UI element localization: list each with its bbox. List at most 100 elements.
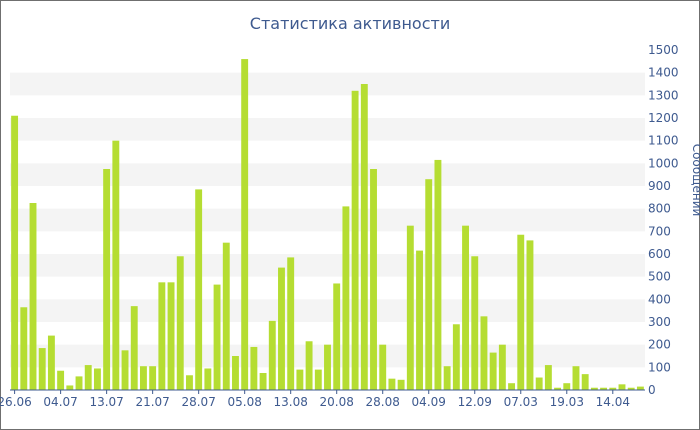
- bar: [195, 189, 203, 390]
- bar: [627, 387, 635, 390]
- x-tick-label: 26.06: [0, 395, 32, 409]
- bar: [498, 344, 506, 390]
- y-tick-label: 0: [648, 383, 656, 397]
- bar: [351, 90, 359, 391]
- bar: [342, 206, 350, 390]
- bar: [57, 370, 65, 390]
- bar: [29, 203, 37, 390]
- y-tick-labels: 0 100 200 300 400 500 600 700 800 900 1000 1100 1200…: [648, 43, 679, 397]
- y-tick-label: 300: [648, 315, 671, 329]
- y-tick-label: 400: [648, 292, 671, 306]
- bar: [434, 159, 442, 390]
- bar: [600, 387, 608, 390]
- bar: [379, 344, 387, 390]
- bar: [489, 352, 497, 390]
- bar: [84, 365, 92, 390]
- bar: [75, 376, 83, 390]
- x-tick-label: 19.03: [550, 395, 584, 409]
- bar: [471, 256, 479, 390]
- bar: [462, 225, 469, 390]
- bar: [186, 375, 193, 390]
- bar: [130, 306, 138, 390]
- y-tick-label: 500: [648, 270, 671, 284]
- bars: [11, 59, 644, 391]
- bar: [360, 84, 368, 390]
- bar: [609, 387, 617, 390]
- bar: [572, 366, 580, 390]
- grid-band: [10, 208, 645, 232]
- x-tick-label: 14.04: [596, 395, 630, 409]
- bar: [250, 346, 258, 390]
- x-tick-label: 28.07: [181, 395, 215, 409]
- bar: [121, 350, 129, 390]
- y-tick-label: 1200: [648, 111, 679, 125]
- grid-band: [10, 72, 645, 96]
- bar: [222, 242, 230, 390]
- bar: [636, 386, 644, 390]
- bar: [66, 385, 74, 390]
- bar: [287, 257, 295, 390]
- x-tick-label: 07.03: [504, 395, 538, 409]
- bar: [158, 282, 166, 390]
- bar: [397, 379, 405, 390]
- x-tick-label: 20.08: [320, 395, 354, 409]
- x-tick-label: 04.07: [43, 395, 77, 409]
- bar: [590, 387, 598, 390]
- x-tick-label: 12.09: [458, 395, 492, 409]
- bar: [324, 344, 331, 390]
- y-tick-label: 800: [648, 202, 671, 216]
- bar: [388, 378, 396, 390]
- y-tick-label: 1400: [648, 66, 679, 80]
- bar: [38, 348, 46, 390]
- grid-band: [10, 163, 645, 186]
- bar: [167, 282, 175, 390]
- bar: [526, 240, 534, 390]
- bar: [296, 369, 304, 390]
- bar: [93, 368, 101, 390]
- x-tick-label: 05.08: [227, 395, 261, 409]
- bar: [544, 365, 552, 390]
- y-tick-label: 1000: [648, 156, 679, 170]
- bar: [370, 169, 377, 390]
- bar: [581, 374, 589, 390]
- bar: [314, 369, 322, 390]
- bar: [305, 341, 313, 390]
- bar: [149, 366, 157, 390]
- x-tick-label: 21.07: [135, 395, 169, 409]
- bar: [139, 366, 147, 390]
- y-tick-label: 600: [648, 247, 671, 261]
- bar: [443, 366, 451, 390]
- y-tick-label: 1300: [648, 88, 679, 102]
- bar: [563, 383, 571, 390]
- bar: [618, 384, 626, 390]
- bar: [554, 387, 562, 390]
- bar: [103, 169, 111, 390]
- bar: [20, 307, 28, 390]
- bar: [416, 250, 423, 390]
- bar: [11, 115, 19, 390]
- bar: [535, 377, 543, 390]
- bar: [406, 225, 414, 390]
- chart-title: Статистика активности: [249, 14, 451, 33]
- x-tick-label: 04.09: [412, 395, 446, 409]
- y-tick-label: 900: [648, 179, 671, 193]
- x-tick-label: 28.08: [366, 395, 400, 409]
- y-tick-label: 100: [648, 360, 671, 374]
- y-tick-label: 700: [648, 224, 671, 238]
- bar: [213, 284, 221, 390]
- bar: [204, 368, 212, 390]
- bar: [508, 383, 516, 390]
- grid-band: [10, 118, 645, 141]
- x-tick-labels: 26.06 04.07 13.07 21.07 28.07 05.08 13.08 20.08…: [0, 390, 630, 409]
- bar: [47, 335, 55, 390]
- y-tick-label: 1500: [648, 43, 679, 57]
- bar: [241, 59, 249, 390]
- x-tick-label: 13.08: [274, 395, 308, 409]
- bar: [232, 356, 239, 390]
- y-tick-label: 200: [648, 338, 671, 352]
- bar: [517, 234, 525, 390]
- x-tick-label: 13.07: [89, 395, 123, 409]
- bar: [452, 324, 460, 390]
- bar: [112, 140, 120, 390]
